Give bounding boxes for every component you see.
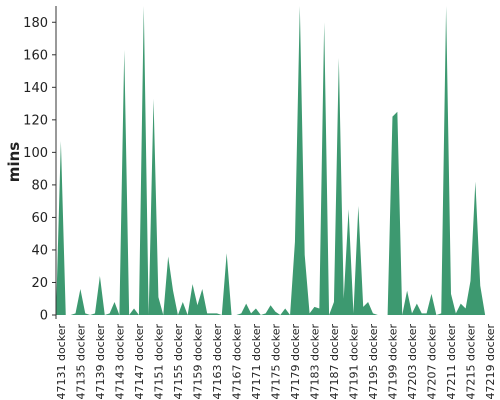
y-tick-label: 140: [23, 81, 48, 96]
y-tick-label: 160: [23, 48, 48, 63]
y-axis-label: mins: [5, 142, 23, 182]
y-tick-label: 20: [31, 276, 48, 291]
y-axis: 0 20 40 60 80 100 120 140 160 180: [23, 6, 57, 324]
x-tick-label: #47159 docker: [191, 324, 204, 400]
y-tick-label: 0: [40, 309, 48, 324]
x-tick-label: #47183 docker: [308, 324, 321, 400]
x-tick-label: #47203 docker: [406, 324, 419, 400]
x-tick-label: #47211 docker: [445, 324, 458, 400]
x-axis: #47131 docker #47135 docker #47139 docker #…: [55, 324, 497, 400]
x-tick-label: #47131 docker: [55, 324, 68, 400]
x-tick-label: #47171 docker: [250, 324, 263, 400]
x-tick-label: #47163 docker: [211, 324, 224, 400]
x-tick-label: #47147 docker: [133, 324, 146, 400]
x-tick-label: #47187 docker: [328, 324, 341, 400]
x-tick-label: #47195 docker: [367, 324, 380, 400]
y-tick-label: 80: [31, 178, 48, 193]
x-tick-label: #47199 docker: [386, 324, 399, 400]
x-tick-label: #47155 docker: [172, 324, 185, 400]
y-tick-label: 120: [23, 113, 48, 128]
y-tick-label: 60: [31, 211, 48, 226]
x-tick-label: #47139 docker: [94, 324, 107, 400]
y-tick-label: 180: [23, 16, 48, 31]
x-tick-label: #47135 docker: [74, 324, 87, 400]
x-tick-label: #47191 docker: [347, 324, 360, 400]
x-tick-label: #47175 docker: [269, 324, 282, 400]
x-tick-label: #47151 docker: [152, 324, 165, 400]
x-tick-label: #47215 docker: [464, 324, 477, 400]
y-tick-label: 40: [31, 243, 48, 258]
x-tick-label: #47219 docker: [484, 324, 497, 400]
x-tick-label: #47167 docker: [230, 324, 243, 400]
area-series: [56, 6, 490, 315]
y-tick-label: 100: [23, 146, 48, 161]
x-tick-label: #47143 docker: [113, 324, 126, 400]
x-tick-label: #47179 docker: [289, 324, 302, 400]
x-tick-label: #47207 docker: [425, 324, 438, 400]
plot-area: [56, 6, 490, 315]
